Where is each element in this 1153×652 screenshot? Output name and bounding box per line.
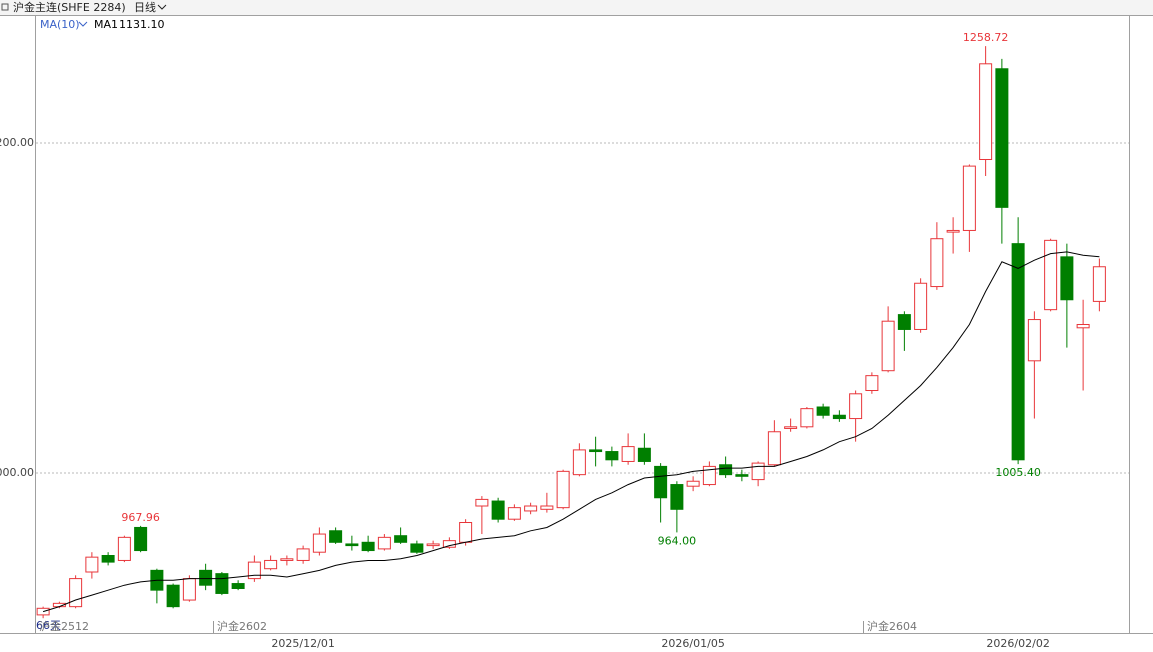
candle-body <box>507 507 521 520</box>
candle-body <box>394 535 408 543</box>
candle-body <box>329 530 343 543</box>
candle-body <box>247 561 261 580</box>
indicator-chevron[interactable] <box>78 21 88 27</box>
y-tick-label: 1000.00 <box>0 466 34 479</box>
candle-body <box>1060 256 1074 301</box>
candle-body <box>767 431 781 466</box>
candle-body <box>751 462 765 481</box>
candle-body <box>459 522 473 543</box>
ma-value: 1131.10 <box>119 18 165 31</box>
period-selector[interactable]: 日线 <box>134 0 156 14</box>
candle-body <box>361 541 375 552</box>
candle-body <box>670 484 684 510</box>
candle-body <box>426 543 440 547</box>
candle-body <box>702 465 716 486</box>
candle-body <box>621 446 635 462</box>
candle-body <box>442 540 456 548</box>
candle-body <box>637 447 651 462</box>
candle-body <box>605 451 619 461</box>
candle-body <box>345 543 359 547</box>
candle-body <box>199 569 213 586</box>
candle-body <box>556 470 570 509</box>
candle-body <box>865 375 879 392</box>
candle-body <box>69 578 83 608</box>
menu-icon[interactable] <box>1 3 9 11</box>
contract-label: 沪金2512 <box>39 619 89 633</box>
candle-body <box>1011 243 1025 461</box>
candle-body <box>101 555 115 563</box>
candle-body <box>654 465 668 499</box>
candle-body <box>540 505 554 510</box>
candle-body <box>800 408 814 428</box>
candle-body <box>1027 319 1041 362</box>
days-count: 66天 <box>36 619 61 632</box>
candle-body <box>735 474 749 477</box>
candle-body <box>719 464 733 476</box>
candle-body <box>686 480 700 487</box>
contract-label: 沪金2604 <box>867 619 917 633</box>
candle-body <box>962 165 976 231</box>
candle-body <box>182 578 196 601</box>
candle-body <box>280 558 294 561</box>
candle-body <box>475 498 489 507</box>
candle-body <box>377 536 391 550</box>
y-tick-label: 1200.00 <box>0 136 34 149</box>
contract-label: 沪金2602 <box>217 619 267 633</box>
candle-body <box>410 543 424 553</box>
candle-body <box>231 583 245 590</box>
candle-body <box>979 63 993 161</box>
candle-body <box>117 536 131 561</box>
candle-body <box>524 505 538 512</box>
candle-body <box>1076 324 1090 329</box>
candle-body <box>995 68 1009 208</box>
candle-body <box>914 282 928 330</box>
candle-body <box>849 393 863 420</box>
high-label: 967.96 <box>121 511 160 524</box>
candle-body <box>491 500 505 520</box>
candle-body <box>134 526 148 552</box>
candle-body <box>897 314 911 330</box>
chart-title: 沪金主连(SHFE 2284) <box>13 0 126 14</box>
ma-line <box>42 251 1100 613</box>
candle-body <box>1092 266 1106 302</box>
candle-body <box>881 320 895 372</box>
x-tick-label: 2025/12/01 <box>271 637 334 650</box>
candle-body <box>572 449 586 476</box>
candle-body <box>784 426 798 429</box>
candle-body <box>264 559 278 570</box>
indicator-selector[interactable]: MA(10) <box>40 18 80 31</box>
period-chevron[interactable] <box>157 4 167 10</box>
candle-body <box>312 533 326 553</box>
low-label: 1005.40 <box>995 466 1041 479</box>
header-bar <box>0 0 1153 15</box>
candle-body <box>166 584 180 608</box>
candle-body <box>816 406 830 416</box>
candle-body <box>930 238 944 288</box>
candle-body <box>215 573 229 594</box>
candle-body <box>85 556 99 573</box>
candle-body <box>1044 239 1058 311</box>
candle-body <box>296 548 310 561</box>
high-label: 1258.72 <box>963 31 1009 44</box>
x-tick-label: 2026/01/05 <box>661 637 724 650</box>
candle-body <box>946 229 960 233</box>
candle-body <box>832 414 846 420</box>
low-label: 964.00 <box>658 534 697 547</box>
candle-body <box>589 449 603 453</box>
ma-name: MA1 <box>94 18 118 31</box>
x-tick-label: 2026/02/02 <box>986 637 1049 650</box>
